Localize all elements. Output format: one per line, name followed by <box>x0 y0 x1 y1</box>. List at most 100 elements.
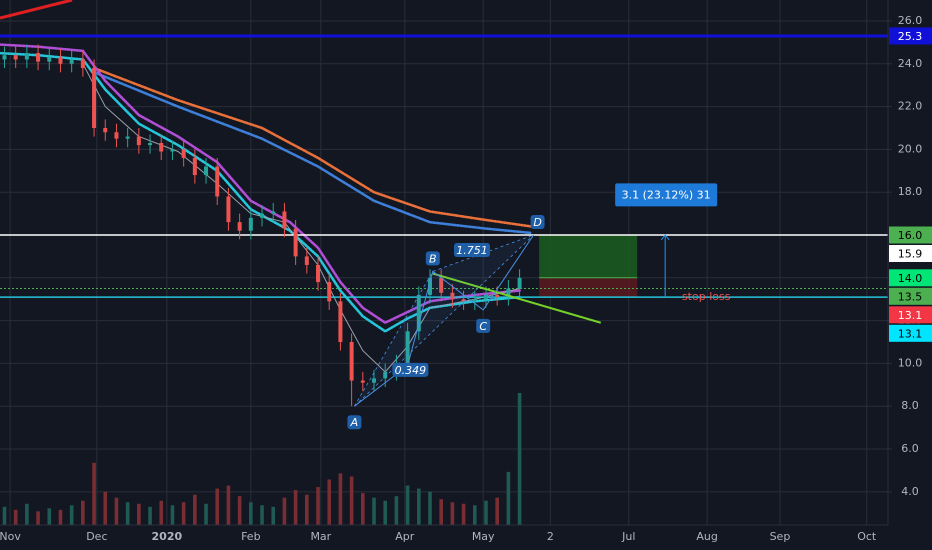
candle-body <box>103 127 108 133</box>
horizontal-lines <box>0 34 888 298</box>
ratio-box <box>453 242 490 257</box>
volume-bar <box>327 479 332 525</box>
pattern-point-label: B <box>429 252 437 265</box>
moving-average <box>92 71 533 235</box>
overlays <box>0 43 533 373</box>
volume-bar <box>103 491 108 525</box>
price-badge <box>889 226 932 244</box>
pattern-fill <box>354 234 534 407</box>
ratio-box <box>392 362 429 377</box>
drawings: A B C D 0.349 1.751 3.1 (23.12%) 31 stop loss <box>347 183 731 430</box>
position-tool <box>539 234 638 298</box>
price-badge <box>889 269 932 287</box>
volume-bar <box>428 491 432 525</box>
pattern-point-label: A <box>350 416 359 429</box>
candle-body <box>372 378 377 383</box>
price-badge-label: 15.9 <box>898 247 923 260</box>
axes: 4.06.08.010.012.014.016.018.020.022.024.… <box>0 14 932 543</box>
candle-body <box>472 299 477 302</box>
price-badge-label: 16.0 <box>898 229 923 242</box>
candle-body <box>338 301 343 343</box>
x-tick-label: Mar <box>310 530 331 543</box>
volume-bar <box>506 471 511 525</box>
volume-bar <box>148 506 152 525</box>
candle-body <box>13 55 18 60</box>
stop-loss-label: stop loss <box>682 290 731 303</box>
candle-body <box>405 331 410 364</box>
ratio-label: 1.751 <box>456 244 488 257</box>
candle-body <box>47 57 52 62</box>
pattern-leg <box>354 234 534 407</box>
pattern-leg <box>354 271 434 407</box>
candle-body <box>92 68 97 128</box>
time-axis <box>0 525 888 550</box>
candle-body <box>327 282 332 302</box>
candle-body <box>192 157 197 176</box>
candle-body <box>304 256 309 265</box>
pattern-point-box <box>530 214 545 229</box>
price-badge <box>889 324 932 342</box>
volume-bar <box>361 493 365 525</box>
volume-bar <box>260 505 264 525</box>
volume-bar <box>417 488 421 525</box>
candle-body <box>36 53 41 62</box>
x-tick-label: Nov <box>0 530 21 543</box>
candle-body <box>125 136 130 139</box>
candle-body <box>69 59 74 64</box>
x-tick-label: May <box>472 530 495 543</box>
moving-average <box>0 43 521 325</box>
volume-bar <box>383 500 388 525</box>
volume-bar <box>181 502 186 525</box>
volume-bar <box>226 485 231 525</box>
candle-body <box>349 342 354 381</box>
x-tick-label: Sep <box>770 530 791 543</box>
volume-bar <box>394 496 399 525</box>
x-tick-label: 2 <box>547 530 554 543</box>
x-tick-label: 2020 <box>152 530 183 543</box>
candle-body <box>136 136 141 146</box>
candles <box>2 44 522 407</box>
y-tick-label: 10.0 <box>898 356 923 369</box>
volume-bar <box>461 503 466 525</box>
candle-body <box>248 217 253 231</box>
candle-body <box>215 166 220 197</box>
candle-body <box>517 277 522 289</box>
price-badge-label: 13.1 <box>898 309 923 322</box>
volume-bar <box>25 503 29 525</box>
grid <box>0 0 888 525</box>
volume-bar <box>204 503 208 525</box>
volume-bar <box>305 494 309 525</box>
candle-body <box>260 213 265 218</box>
price-badge-label: 25.3 <box>898 30 923 43</box>
candle-body <box>428 277 433 295</box>
pattern-point-box <box>476 318 491 333</box>
volume-bar <box>58 509 63 525</box>
pattern-point-label: D <box>533 216 541 229</box>
candle-body <box>181 149 186 158</box>
measure-label-box <box>615 183 718 207</box>
candle-body <box>2 55 7 60</box>
price-badge-label: 13.1 <box>898 327 923 340</box>
measure-label: 3.1 (23.12%) 31 <box>622 188 711 201</box>
volume-bar <box>81 500 85 525</box>
volume-bar <box>282 497 287 525</box>
candle-body <box>204 166 209 176</box>
y-tick-label: 18.0 <box>898 185 923 198</box>
candle-body <box>80 59 85 69</box>
candle-body <box>495 294 500 298</box>
volume-bar <box>237 496 242 525</box>
trendline <box>432 272 602 324</box>
x-tick-label: Oct <box>857 530 877 543</box>
volume-bar <box>137 503 141 525</box>
candle-body <box>360 380 365 383</box>
y-tick-label: 20.0 <box>898 142 923 155</box>
volume-bar <box>439 499 444 525</box>
volume <box>2 393 522 525</box>
price-badge-label: 13.5 <box>898 290 923 303</box>
volume-bar <box>450 502 455 525</box>
x-tick-label: Apr <box>395 530 415 543</box>
volume-bar <box>193 494 197 525</box>
x-tick-label: Jul <box>621 530 635 543</box>
